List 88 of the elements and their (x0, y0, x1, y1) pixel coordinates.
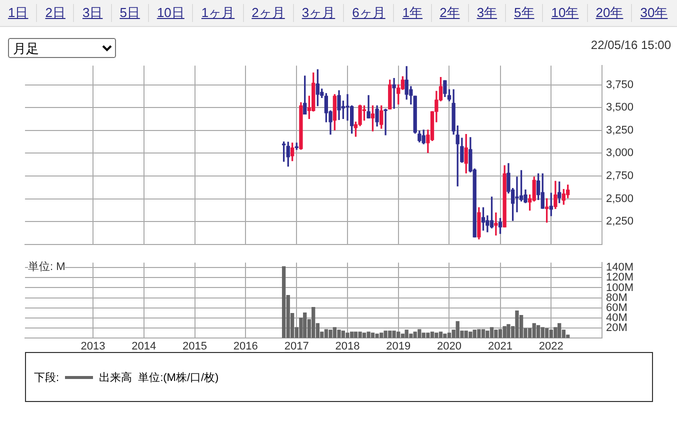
legend-label: 出来高 (99, 370, 132, 384)
text: 20年 (586, 4, 632, 22)
bar (400, 334, 405, 338)
y-tick-label: 3,500 (606, 102, 634, 114)
bar (536, 325, 540, 338)
bar (370, 332, 375, 338)
bar (282, 266, 286, 338)
text: 3年 (468, 4, 506, 22)
legend-title: 下段: (34, 370, 60, 384)
text: 6ヶ月 (343, 4, 394, 22)
y-tick-label: 60M (606, 302, 628, 314)
bar (447, 332, 452, 338)
bar (544, 328, 549, 338)
x-tick-label: 2017 (284, 340, 309, 353)
text: 月足 (8, 38, 116, 58)
y-tick-label: 120M (606, 272, 634, 284)
text: 5年 (505, 4, 542, 22)
x-tick-label: 2022 (538, 340, 564, 353)
y-tick-label: 40M (606, 312, 628, 324)
y-tick-label: 140M (606, 262, 634, 274)
bar (506, 324, 510, 338)
x-tick-label: 2013 (80, 340, 106, 353)
text: 1年 (393, 4, 431, 22)
bar (312, 307, 316, 338)
y-tick-label: 2,500 (606, 192, 634, 205)
y-tick-label: 20M (606, 322, 628, 334)
bar (337, 330, 341, 338)
bar (341, 330, 346, 338)
bar (554, 327, 558, 338)
bar (392, 330, 396, 338)
text: 30年 (631, 4, 676, 22)
y-tick-label: 2,250 (606, 216, 634, 228)
text: 単位:(M株/口/枚) (138, 370, 219, 384)
text: 22/05/16 15:00 (590, 38, 671, 52)
text: 2年 (430, 4, 468, 22)
bar (443, 334, 447, 338)
bar (468, 332, 472, 338)
bar (384, 330, 388, 338)
text: 1ヶ月 (192, 4, 243, 22)
bar (558, 323, 562, 338)
x-tick-label: 2014 (132, 340, 156, 353)
bar (430, 332, 434, 338)
bar (362, 332, 366, 338)
text: 2ヶ月 (242, 4, 293, 22)
bar (409, 334, 413, 338)
y-tick-label: 2,750 (606, 170, 634, 182)
y-tick-label: 80M (606, 292, 628, 304)
bar (540, 327, 544, 338)
x-tick-label: 2021 (488, 340, 512, 353)
y-tick-label: 3,000 (606, 147, 634, 160)
y-tick-label: 100M (606, 282, 634, 294)
bar (490, 327, 494, 338)
bar (332, 327, 337, 338)
text: 5日 (110, 4, 148, 22)
x-tick-label: 2018 (335, 340, 360, 353)
bar (498, 329, 502, 338)
bar (426, 332, 430, 338)
bar (328, 330, 332, 338)
bar (358, 332, 362, 338)
text: 1日 (7, 4, 30, 22)
bar (434, 332, 438, 338)
x-tick-label: 2019 (386, 340, 411, 353)
bar (354, 332, 358, 338)
x-tick-label: 2015 (182, 340, 207, 353)
text: 3ヶ月 (292, 4, 344, 22)
text: 10日 (148, 4, 192, 22)
y-tick-label: 3,750 (606, 78, 634, 91)
bar (375, 334, 379, 338)
bar (418, 329, 422, 338)
bar (324, 329, 328, 338)
bar (303, 312, 307, 338)
x-tick-label: 2016 (233, 340, 258, 353)
bar (515, 310, 519, 338)
text: 10年 (542, 4, 587, 22)
annotation: 単位: M (28, 259, 66, 274)
bar (481, 329, 486, 338)
y-tick-label: 3,250 (606, 124, 634, 136)
bar (502, 326, 506, 338)
bar (477, 329, 481, 338)
text: 2日 (36, 4, 74, 22)
x-tick-label: 2020 (437, 340, 462, 353)
bar (532, 323, 536, 338)
bar (346, 332, 350, 338)
bar (366, 332, 370, 338)
bar (486, 330, 490, 338)
text: 3日 (73, 4, 111, 22)
bar (438, 332, 443, 338)
bar (494, 330, 498, 338)
